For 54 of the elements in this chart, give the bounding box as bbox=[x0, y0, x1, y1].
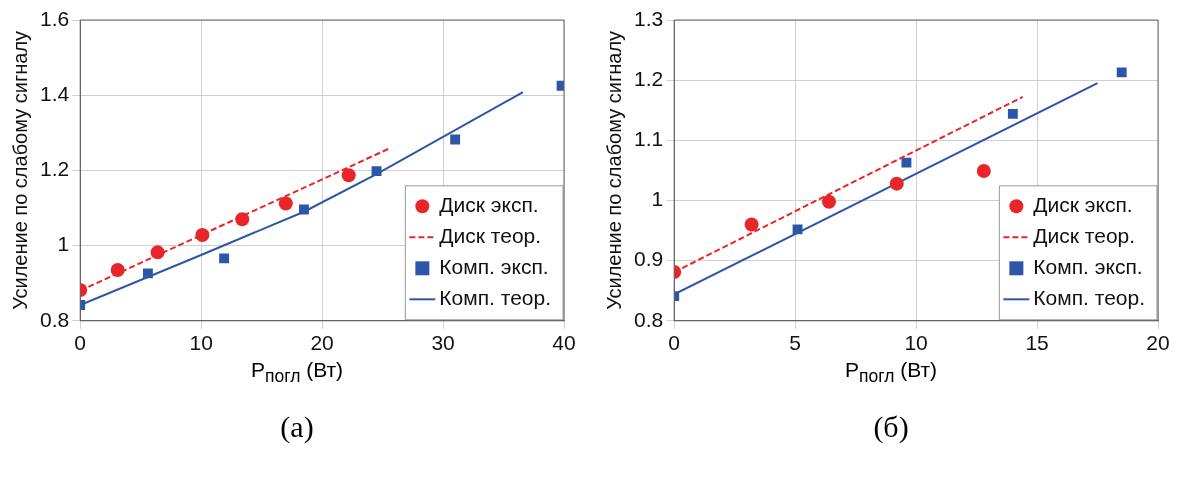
point bbox=[299, 204, 309, 215]
y-axis-title: Усиление по слабому сигналу bbox=[602, 30, 625, 310]
point bbox=[278, 196, 293, 211]
legend-label: Комп. эксп. bbox=[1033, 255, 1143, 279]
point bbox=[976, 164, 991, 178]
point bbox=[371, 166, 382, 177]
y-axis-title: Усиление по слабому сигналу bbox=[8, 30, 31, 310]
point bbox=[744, 217, 759, 232]
y-tick-label: 1.6 bbox=[39, 6, 70, 30]
x-tick-label: 0 bbox=[74, 331, 87, 355]
x-tick-label: 20 bbox=[1146, 331, 1170, 355]
point bbox=[235, 212, 250, 227]
y-tick-label: 0.8 bbox=[39, 307, 70, 331]
y-tick-label: 1.1 bbox=[633, 127, 664, 151]
point bbox=[341, 168, 356, 183]
legend-label: Диск теор. bbox=[439, 224, 542, 248]
x-tick-label: 20 bbox=[310, 331, 334, 355]
x-axis-title: P$_{погл}$ (Вт) bbox=[249, 358, 345, 388]
legend-label: Диск эксп. bbox=[1033, 193, 1133, 217]
point bbox=[142, 268, 153, 279]
point bbox=[450, 134, 461, 145]
point bbox=[901, 157, 912, 168]
x-tick-label: 10 bbox=[189, 331, 213, 355]
x-tick-label: 15 bbox=[1025, 331, 1049, 355]
y-tick-label: 1.4 bbox=[39, 82, 70, 105]
y-tick-label: 1.2 bbox=[633, 66, 664, 90]
legend-label: Комп. теор. bbox=[439, 286, 552, 310]
y-tick-label: 0.9 bbox=[633, 247, 664, 271]
y-tick-label: 1.3 bbox=[633, 6, 664, 30]
point bbox=[110, 263, 125, 278]
point bbox=[1007, 108, 1018, 119]
y-tick-label: 1 bbox=[57, 232, 70, 256]
x-tick-label: 10 bbox=[904, 331, 928, 355]
point bbox=[822, 194, 837, 209]
point bbox=[195, 228, 210, 243]
point bbox=[1116, 67, 1127, 78]
x-tick-label: 30 bbox=[431, 331, 455, 355]
y-tick-label: 1.2 bbox=[39, 157, 70, 181]
legend-label: Комп. теор. bbox=[1033, 286, 1146, 310]
text: (б) bbox=[872, 410, 910, 444]
x-axis-title: P$_{погл}$ (Вт) bbox=[843, 358, 939, 388]
x-tick-label: 5 bbox=[789, 331, 801, 355]
x-tick-label: 40 bbox=[552, 331, 576, 355]
point bbox=[219, 253, 230, 264]
y-tick-label: 0.8 bbox=[633, 307, 664, 331]
legend-label: Комп. эксп. bbox=[439, 255, 549, 279]
legend-label: Диск эксп. bbox=[439, 193, 539, 217]
y-tick-label: 1 bbox=[651, 187, 664, 211]
point bbox=[792, 224, 803, 235]
text: (a) bbox=[279, 410, 315, 444]
point bbox=[889, 176, 904, 191]
point bbox=[150, 245, 165, 260]
legend-label: Диск теор. bbox=[1033, 224, 1136, 248]
x-tick-label: 0 bbox=[668, 331, 681, 355]
